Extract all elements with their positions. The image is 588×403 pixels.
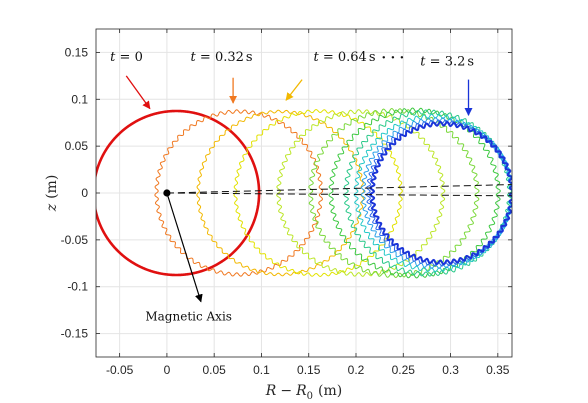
x-tick-label-8: 0.35	[486, 363, 510, 377]
x-tick-label-7: 0.3	[442, 363, 459, 377]
x-tick-label-5: 0.2	[348, 363, 365, 377]
magnetic-axis-label: Magnetic Axis	[145, 309, 232, 323]
x-label-sub: 0	[307, 391, 313, 402]
time-label-var-3: t	[420, 55, 426, 70]
y-label-var: z	[44, 203, 60, 212]
time-label-var-0: t	[110, 50, 116, 65]
x-tick-label-1: 0	[164, 363, 171, 377]
time-label-eq-2: =	[319, 50, 338, 65]
time-label-var-1: t	[191, 50, 197, 65]
time-label-value-2: 0.64	[338, 50, 367, 65]
time-label-1: t = 0.32 s	[191, 50, 253, 65]
plot-frame	[95, 28, 513, 358]
dashed-line-1	[166, 192, 513, 197]
x-tick-label-4: 0.15	[297, 363, 321, 377]
time-label-eq-3: =	[426, 55, 445, 70]
time-label-value-1: 0.32	[215, 50, 244, 65]
dashed-line-0	[166, 184, 513, 194]
time-arrow-2	[285, 79, 303, 101]
ellipsis-label: · · ·	[382, 51, 405, 66]
x-label-var: R	[265, 383, 277, 399]
magnetic-axis-arrow	[166, 192, 203, 303]
x-label-base: R	[295, 383, 307, 399]
x-tick-label-3: 0.1	[253, 363, 270, 377]
time-label-eq-0: =	[115, 50, 134, 65]
x-tick-label-6: 0.25	[392, 363, 416, 377]
flux-surface-0	[96, 109, 261, 277]
time-label-0: t = 0	[110, 50, 143, 65]
y-label-unit: (m)	[44, 175, 60, 199]
y-tick-label-2: -0.05	[61, 233, 89, 247]
flux-surface-4	[276, 109, 446, 277]
y-tick-label-4: 0.05	[65, 139, 89, 153]
x-label-unit: (m)	[318, 383, 342, 399]
x-label-minus: −	[280, 383, 292, 399]
grid	[96, 29, 512, 357]
time-label-unit-3: s	[467, 55, 474, 70]
flux-surface-11	[369, 120, 512, 266]
flux-surface-1	[154, 109, 324, 277]
time-label-unit-2: s	[369, 50, 376, 65]
time-label-eq-1: =	[196, 50, 215, 65]
x-tick-label-2: 0.05	[203, 363, 227, 377]
x-axis-label: R − R0 (m)	[265, 383, 342, 402]
flux-surface-7	[343, 109, 512, 277]
time-label-value-0: 0	[135, 50, 143, 65]
flux-surface-3	[233, 109, 403, 277]
y-tick-label-0: -0.15	[61, 327, 89, 341]
dashed-lines	[166, 184, 513, 197]
x-tick-label-0: -0.05	[106, 363, 134, 377]
y-axis-label: z (m)	[44, 175, 60, 213]
time-label-value-3: 3.2	[445, 55, 466, 70]
time-label-3: t = 3.2 s	[420, 55, 474, 70]
time-label-2: t = 0.64 s	[313, 50, 375, 65]
y-tick-label-1: -0.1	[67, 280, 88, 294]
y-tick-label-5: 0.1	[71, 92, 88, 106]
y-tick-label-3: 0	[81, 186, 88, 200]
y-tick-label-6: 0.15	[65, 45, 89, 59]
time-label-var-2: t	[313, 50, 319, 65]
series-group	[96, 107, 512, 279]
time-arrow-0	[125, 75, 151, 110]
tick-labels: -0.05 0 0.05 0.1 0.15 0.2 0.25 0.3 0.35 -0.15 -0.1…	[61, 45, 510, 377]
time-label-unit-1: s	[246, 50, 253, 65]
